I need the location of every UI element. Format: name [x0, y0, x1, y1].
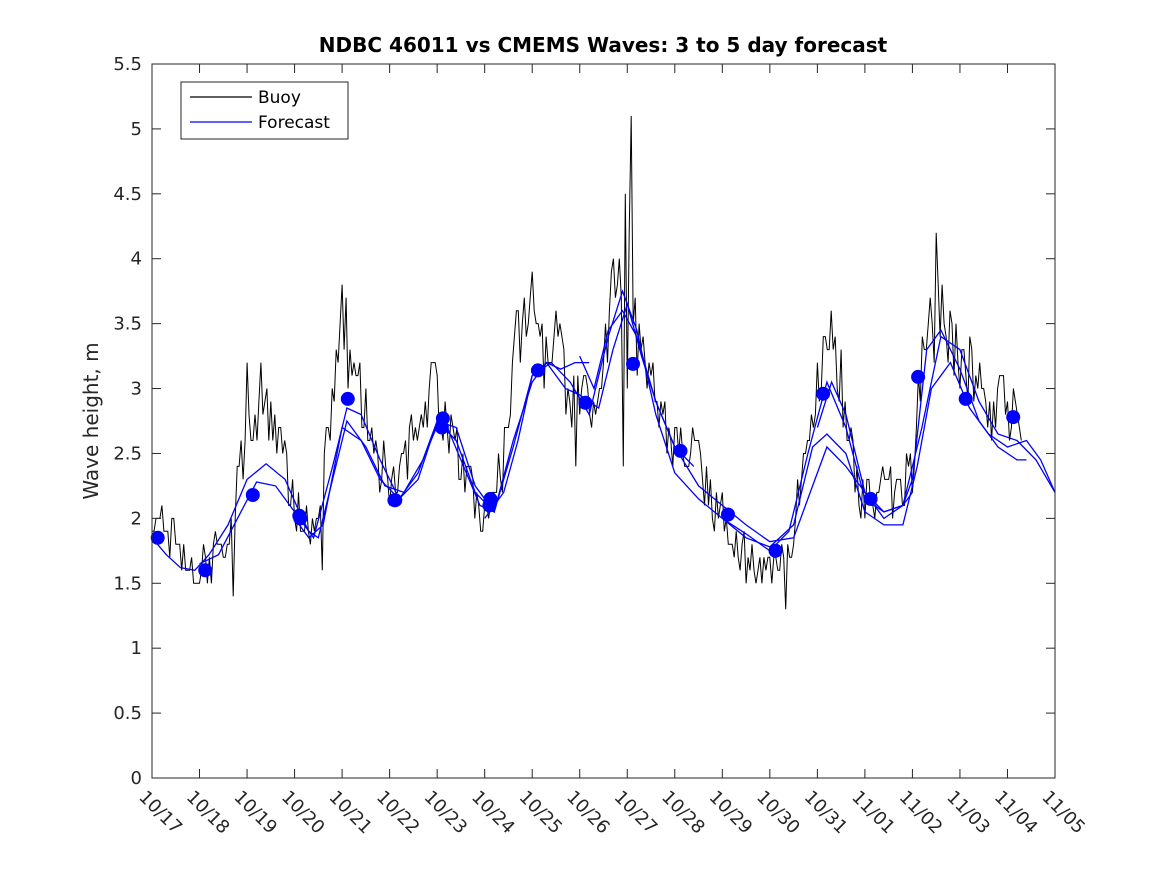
forecast-marker [340, 391, 355, 406]
forecast-marker [863, 491, 878, 506]
legend: Buoy Forecast [180, 81, 349, 140]
legend-box [180, 81, 349, 140]
y-tick-label: 3 [131, 379, 142, 400]
forecast-marker [387, 493, 402, 508]
forecast-line-5 [579, 309, 1056, 543]
y-tick-label: 1 [131, 638, 142, 659]
forecast-marker [1006, 410, 1021, 425]
forecast-marker [245, 488, 260, 502]
forecast-line-4 [484, 289, 913, 552]
y-tick-label: 0.5 [113, 703, 142, 724]
plot-area [152, 64, 1055, 778]
forecast-marker [958, 391, 973, 406]
legend-entry-buoy: Buoy [258, 88, 301, 108]
y-tick-label: 0 [131, 768, 142, 789]
legend-entry-forecast: Forecast [258, 113, 330, 133]
forecast-marker [721, 507, 735, 522]
forecast-marker [626, 356, 640, 371]
chart-title: NDBC 46011 vs CMEMS Waves: 3 to 5 day fo… [319, 33, 888, 57]
forecast-marker [673, 443, 688, 458]
forecast-marker [768, 543, 783, 558]
y-tick-label: 5 [131, 119, 142, 140]
forecast-marker [530, 363, 545, 378]
y-tick-label: 1.5 [113, 573, 142, 594]
forecast-marker [150, 530, 165, 545]
forecast-line-7 [816, 328, 1027, 513]
y-tick-label: 4 [131, 249, 142, 270]
forecast-marker [292, 508, 307, 523]
y-axis-label: Wave height, m [79, 342, 103, 499]
forecast-marker [911, 369, 926, 384]
forecast-marker [578, 395, 593, 410]
forecast-marker [434, 420, 449, 435]
forecast-line-6 [721, 361, 1056, 548]
forecast-marker [816, 386, 831, 401]
axes-box [151, 63, 1056, 779]
y-tick-label: 5.5 [113, 54, 142, 75]
y-tick-label: 2.5 [113, 443, 142, 464]
forecast-marker [198, 563, 213, 578]
y-tick-label: 2 [131, 508, 142, 529]
y-tick-label: 3.5 [113, 314, 142, 335]
y-tick-label: 4.5 [113, 184, 142, 205]
forecast-line-3 [294, 301, 695, 539]
forecast-marker [482, 498, 497, 513]
